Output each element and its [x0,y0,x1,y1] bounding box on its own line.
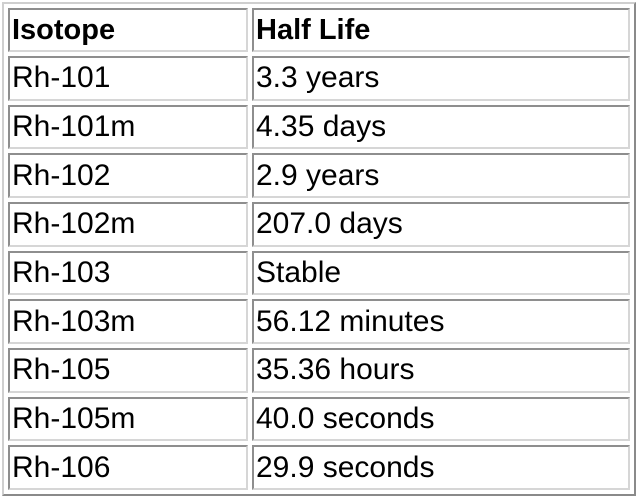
isotope-cell: Rh-105 [8,347,248,393]
half-life-cell: 4.35 days [252,104,630,150]
table-row: Rh-106 29.9 seconds [8,445,630,490]
table-row: Rh-102m 207.0 days [8,201,630,247]
half-life-cell: 3.3 years [252,56,630,101]
table-row: Rh-105m 40.0 seconds [8,396,630,442]
isotope-cell: Rh-103 [8,250,248,296]
table-row: Rh-105 35.36 hours [8,347,630,393]
isotope-cell: Rh-102m [8,201,248,247]
isotope-cell: Rh-102 [8,153,248,198]
table-row: Rh-103m 56.12 minutes [8,299,630,344]
half-life-cell: 56.12 minutes [252,299,630,344]
half-life-cell: 207.0 days [252,201,630,247]
table-row: Rh-103 Stable [8,250,630,296]
isotope-cell: Rh-101m [8,104,248,150]
table-row: Rh-101 3.3 years [8,56,630,101]
header-half-life: Half Life [252,8,630,52]
isotope-cell: Rh-106 [8,445,248,490]
half-life-cell: 40.0 seconds [252,396,630,442]
half-life-cell: Stable [252,250,630,296]
isotope-cell: Rh-101 [8,56,248,101]
header-isotope: Isotope [8,8,248,52]
table-row: Rh-101m 4.35 days [8,104,630,150]
table-header-row: Isotope Half Life [8,8,630,52]
half-life-cell: 35.36 hours [252,347,630,393]
table-row: Rh-102 2.9 years [8,153,630,198]
isotope-half-life-table: Isotope Half Life Rh-101 3.3 years Rh-10… [4,4,634,494]
isotope-cell: Rh-105m [8,396,248,442]
half-life-cell: 2.9 years [252,153,630,198]
half-life-cell: 29.9 seconds [252,445,630,490]
isotope-cell: Rh-103m [8,299,248,344]
